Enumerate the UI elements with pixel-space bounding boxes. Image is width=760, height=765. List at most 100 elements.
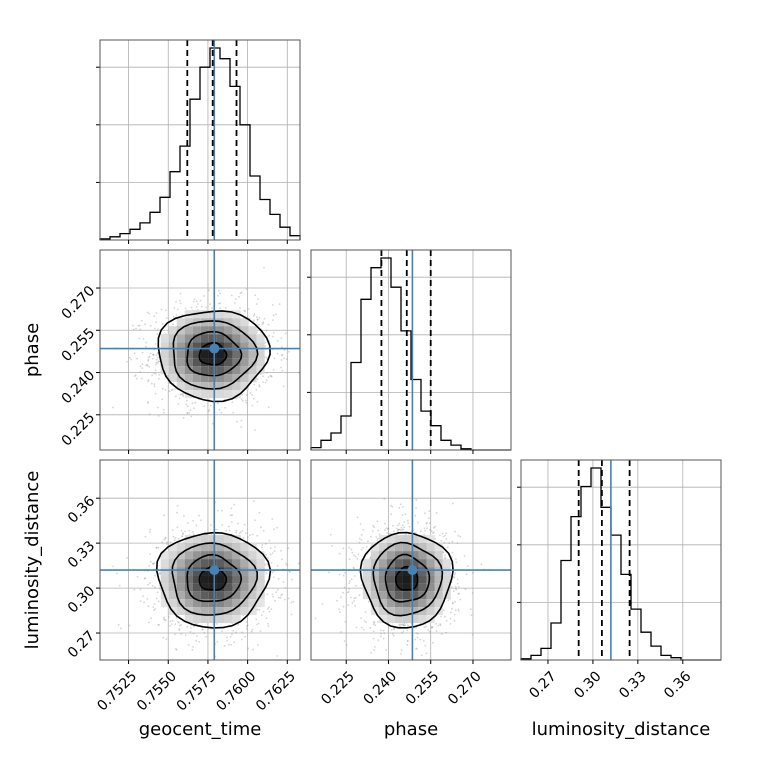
sample-point (242, 537, 245, 539)
density-cell (232, 334, 241, 343)
sample-point (432, 641, 434, 644)
density-cell (240, 334, 249, 343)
sample-point (448, 542, 450, 544)
sample-point (192, 646, 195, 648)
sample-point (342, 547, 345, 550)
sample-point (451, 586, 453, 589)
density-cell (410, 591, 419, 600)
sample-point (240, 638, 243, 641)
density-cell (418, 551, 427, 560)
density-cell (418, 575, 427, 584)
sample-point (159, 587, 161, 590)
density-cell (192, 334, 201, 343)
sample-point (267, 606, 270, 609)
sample-point (360, 539, 363, 541)
sample-point (415, 627, 417, 629)
sample-point (445, 631, 447, 634)
sample-point (272, 319, 274, 321)
sample-point (358, 537, 361, 540)
density-cell (378, 599, 387, 608)
density-cell (240, 543, 249, 552)
sample-point (165, 317, 168, 319)
sample-point (415, 648, 417, 650)
panel-frame (310, 249, 512, 451)
sample-point (273, 357, 276, 360)
density-cell (232, 583, 241, 592)
density-cell (232, 559, 241, 568)
density-cell (168, 559, 177, 568)
density-cell (370, 591, 379, 600)
sample-point (437, 624, 440, 627)
density-cell (418, 615, 427, 624)
sample-point (180, 632, 183, 635)
sample-point (164, 537, 167, 540)
sample-point (267, 323, 270, 326)
sample-point (179, 299, 181, 302)
sample-point (425, 625, 427, 628)
density-cell (378, 615, 387, 624)
density-cell (248, 342, 257, 351)
density-cell (224, 567, 233, 576)
sample-point (229, 635, 232, 638)
sample-point (267, 406, 270, 409)
sample-point (164, 536, 167, 539)
sample-point (404, 513, 407, 516)
sample-point (254, 429, 256, 431)
sample-point (372, 637, 375, 640)
sample-point (283, 598, 286, 601)
sample-point (247, 536, 249, 538)
density-cell (442, 567, 451, 576)
density-cell (442, 575, 451, 584)
sample-point (401, 514, 404, 516)
density-cell (426, 583, 435, 592)
sample-point (158, 360, 160, 363)
sample-point (454, 585, 457, 588)
sample-point (419, 530, 422, 533)
density-cell (248, 575, 257, 584)
sample-point (253, 383, 256, 386)
sample-point (348, 582, 351, 585)
sample-point (432, 531, 435, 534)
density-cell (200, 559, 209, 568)
sample-point (231, 633, 233, 636)
density-cell (208, 382, 217, 391)
sample-point (463, 555, 466, 557)
sample-point (161, 541, 164, 543)
sample-point (224, 307, 227, 310)
sample-point (454, 572, 457, 574)
sample-point (273, 528, 275, 531)
sample-point (183, 515, 185, 517)
density-cell (402, 591, 411, 600)
sample-point (154, 574, 157, 577)
density-cell (176, 559, 185, 568)
sample-point (350, 548, 353, 551)
sample-point (392, 634, 395, 637)
density-cell (216, 543, 225, 552)
contour-level (186, 330, 243, 377)
density-cell (216, 599, 225, 608)
density-cell (184, 366, 193, 375)
sample-point (187, 644, 190, 646)
sample-point (270, 562, 273, 564)
sample-point (343, 586, 346, 589)
density-cell (410, 559, 419, 568)
sample-point (201, 628, 204, 631)
density-cell (232, 575, 241, 584)
density-cell (208, 390, 217, 399)
density-cell (200, 591, 209, 600)
sample-point (262, 375, 264, 378)
sample-point (269, 375, 272, 377)
sample-point (126, 360, 128, 363)
density-cell (168, 366, 177, 375)
sample-point (270, 374, 272, 377)
sample-point (457, 610, 460, 612)
sample-point (212, 422, 214, 425)
sample-point (258, 317, 261, 319)
sample-point (445, 538, 448, 540)
sample-point (198, 640, 201, 643)
sample-point (281, 369, 284, 372)
sample-point (360, 626, 363, 629)
sample-point (314, 617, 317, 620)
sample-point (276, 655, 278, 657)
